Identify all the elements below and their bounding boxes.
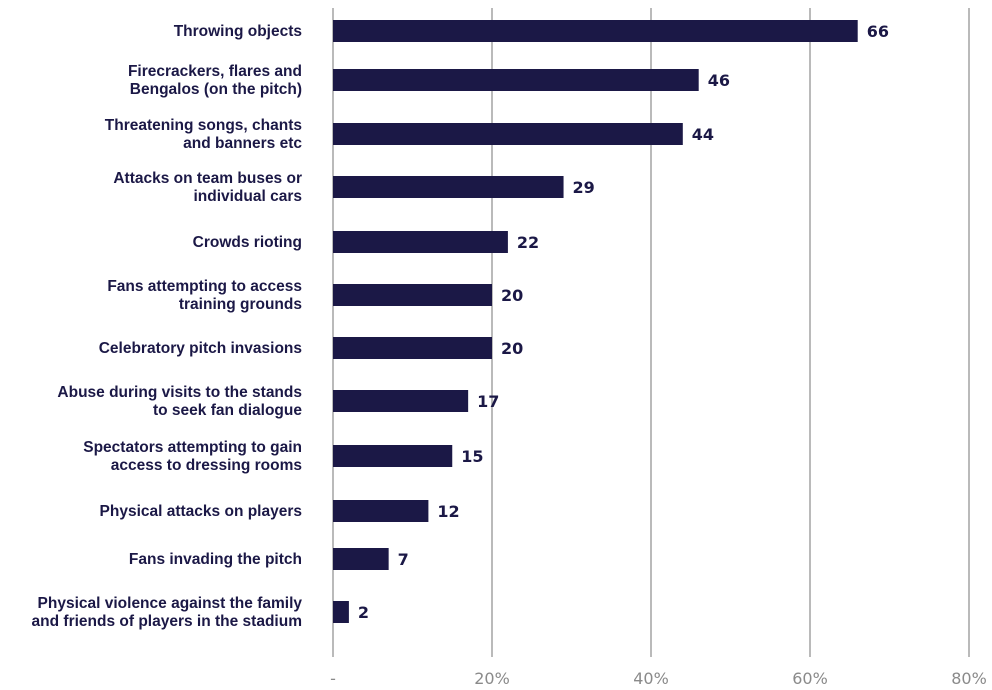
bar-8 bbox=[333, 445, 453, 467]
category-label-5: Fans attempting to access training ground… bbox=[107, 278, 302, 313]
category-label-7: Abuse during visits to the stands to seek… bbox=[57, 384, 302, 419]
value-label-3: 29 bbox=[573, 178, 595, 197]
category-label-4: Crowds rioting bbox=[193, 234, 302, 251]
category-label-8: Spectators attempting to gain access to d… bbox=[83, 439, 302, 474]
value-label-0: 66 bbox=[867, 22, 889, 41]
value-label-6: 20 bbox=[501, 339, 523, 358]
x-tick-label-3: 60% bbox=[792, 669, 828, 688]
value-label-5: 20 bbox=[501, 286, 523, 305]
bar-6 bbox=[333, 337, 492, 359]
x-tick-label-2: 40% bbox=[633, 669, 669, 688]
value-label-10: 7 bbox=[398, 550, 409, 569]
bar-1 bbox=[333, 69, 699, 91]
grid-lines bbox=[332, 8, 970, 657]
bar-9 bbox=[333, 500, 429, 522]
value-label-2: 44 bbox=[692, 125, 714, 144]
x-tick-label-0: - bbox=[330, 669, 336, 688]
x-tick-label-4: 80% bbox=[951, 669, 987, 688]
value-label-1: 46 bbox=[708, 71, 730, 90]
value-label-11: 2 bbox=[358, 603, 369, 622]
category-labels: Throwing objects Firecrackers, flares and… bbox=[32, 23, 303, 630]
bar-5 bbox=[333, 284, 492, 306]
bar-11 bbox=[333, 601, 349, 623]
bar-4 bbox=[333, 231, 508, 253]
category-label-0: Throwing objects bbox=[174, 23, 302, 40]
value-label-7: 17 bbox=[477, 392, 499, 411]
bar-3 bbox=[333, 176, 564, 198]
category-label-11: Physical violence against the family and … bbox=[32, 595, 303, 630]
value-label-8: 15 bbox=[461, 447, 483, 466]
value-labels: 66 46 44 29 22 20 20 17 15 12 7 2 bbox=[358, 22, 889, 622]
category-label-6: Celebratory pitch invasions bbox=[99, 340, 302, 357]
category-label-3: Attacks on team buses or individual cars bbox=[113, 170, 302, 205]
category-label-1: Firecrackers, flares and Bengalos (on the… bbox=[128, 63, 302, 98]
value-label-9: 12 bbox=[437, 502, 459, 521]
bar-10 bbox=[333, 548, 389, 570]
category-label-2: Threatening songs, chants and banners etc bbox=[105, 117, 303, 152]
category-label-10: Fans invading the pitch bbox=[129, 551, 302, 568]
x-axis-tick-labels: - 20% 40% 60% 80% bbox=[330, 669, 987, 688]
bar-7 bbox=[333, 390, 469, 412]
x-tick-label-1: 20% bbox=[474, 669, 510, 688]
bar-2 bbox=[333, 123, 683, 145]
value-label-4: 22 bbox=[517, 233, 539, 252]
bar-0 bbox=[333, 20, 858, 42]
bars bbox=[333, 20, 858, 623]
category-label-9: Physical attacks on players bbox=[100, 503, 302, 520]
